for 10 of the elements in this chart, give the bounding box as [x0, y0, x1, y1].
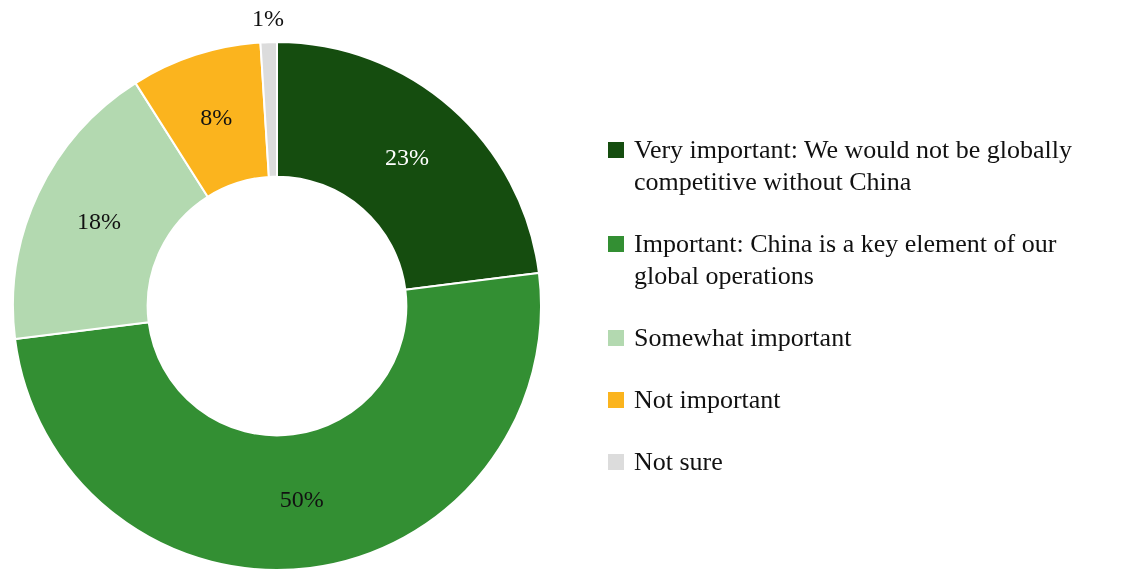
legend-label: Very important: We would not be globally competitive without China — [634, 134, 1073, 198]
data-label: 18% — [77, 207, 122, 234]
legend-label: Important: China is a key element of our global operations — [634, 228, 1058, 292]
data-label: 50% — [279, 486, 324, 513]
data-label: 1% — [252, 5, 285, 32]
legend-label: Not important — [634, 384, 781, 416]
legend-label: Somewhat important — [634, 322, 852, 354]
data-label: 23% — [385, 143, 430, 170]
data-label: 8% — [200, 104, 233, 131]
legend-label: Not sure — [634, 446, 723, 478]
